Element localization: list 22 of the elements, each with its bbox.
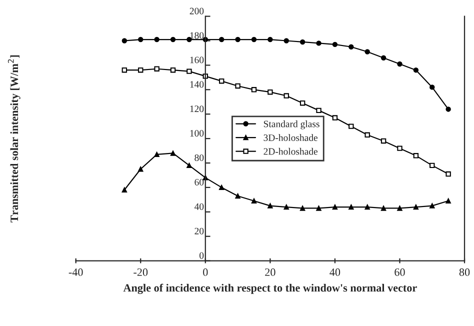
y-tick-label: 160 (190, 56, 204, 64)
x-tick-label: 20 (265, 268, 276, 276)
y-tick-label: 180 (190, 32, 204, 39)
x-tick-label: -20 (134, 268, 148, 276)
y-tick-label: 120 (190, 106, 204, 112)
legend-label: 2D-holoshade (264, 148, 318, 155)
y-tick-label: 140 (190, 81, 204, 88)
x-tick-label: 40 (330, 268, 340, 276)
x-axis-title: Angle of incidence with respect to the window's normal vector (123, 284, 417, 294)
x-tick-label: -40 (68, 268, 83, 276)
legend-label: Standard glass (264, 120, 320, 130)
y-tick-label: 0 (200, 252, 204, 259)
y-tick-label: 60 (194, 178, 204, 186)
y-tick-label: 20 (194, 228, 204, 234)
y-tick-label: 200 (190, 8, 204, 14)
x-tick-label: 60 (394, 268, 405, 276)
legend-label: 3D-holoshade (264, 134, 318, 142)
y-tick-label: 40 (194, 203, 204, 210)
y-tick-label: 80 (194, 154, 204, 162)
y-axis-title: Transmitted solar intensity [W/m$^{2}$] (8, 55, 20, 222)
x-tick-label: 80 (459, 268, 470, 276)
y-tick-label: 100 (190, 130, 204, 137)
